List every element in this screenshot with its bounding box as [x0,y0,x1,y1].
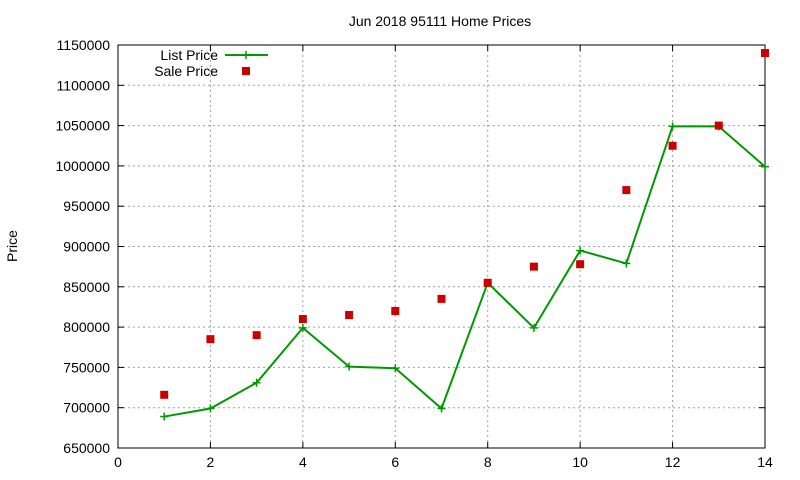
y-axis-label: Price [4,230,20,262]
plot-frame [117,44,766,449]
legend-plus-marker [242,51,250,59]
legend-label: Sale Price [154,63,218,79]
grid-lines [118,45,765,448]
y-tick-label: 1150000 [57,37,111,53]
list-price-point [668,122,677,131]
list-price-point [160,412,169,421]
x-tick-label: 14 [757,454,773,470]
list-price-point [206,404,215,413]
sale-price-point [345,311,354,320]
list-price-point [345,362,354,371]
x-tick-label: 12 [665,454,681,470]
x-tick-label: 2 [207,454,215,470]
list-price-point [622,259,631,268]
y-tick-label: 950000 [63,198,110,214]
sale-price-point [391,306,400,315]
sale-price-point [761,49,769,58]
list-price-point [437,404,446,413]
sale-price-point [206,335,215,344]
y-tick-label: 900000 [63,239,110,255]
list-price-point [252,378,261,387]
sale-price-point [160,390,169,399]
list-price-point [298,323,307,332]
list-price-line [164,125,766,418]
x-tick-label: 6 [391,454,399,470]
list-price-point [761,162,769,171]
sale-price-point [437,294,446,303]
series-layer [160,49,769,421]
sale-price-point [483,278,492,287]
y-tick-label: 750000 [63,359,110,375]
x-tick-label: 4 [299,454,307,470]
sale-price-point [529,262,538,271]
y-tick-label: 850000 [63,279,110,295]
axis-ticks: 0 2 4 6 8 10 12 14 650000 700000 750000 800000 85000… [55,37,773,470]
list-price-point [529,323,538,332]
chart-title: Jun 2018 95111 Home Prices [349,13,531,29]
x-tick-label: 0 [114,454,122,470]
sale-price-point [298,315,307,324]
y-tick-label: 800000 [63,319,110,335]
y-tick-label: 650000 [63,440,110,456]
y-tick-label: 1050000 [55,118,110,134]
list-price-point [576,246,585,255]
y-tick-label: 1100000 [57,77,111,93]
sale-price-point [714,121,723,130]
list-price-point [391,364,400,373]
legend-label: List Price [160,47,218,63]
sale-price-point [576,260,585,269]
x-tick-label: 10 [572,454,588,470]
y-tick-label: 700000 [63,400,110,416]
legend-square-marker [242,67,250,75]
sale-price-point [622,186,631,195]
x-tick-label: 8 [484,454,492,470]
sale-price-point [668,141,677,150]
y-tick-label: 1000000 [55,158,110,174]
sale-price-point [252,331,261,340]
